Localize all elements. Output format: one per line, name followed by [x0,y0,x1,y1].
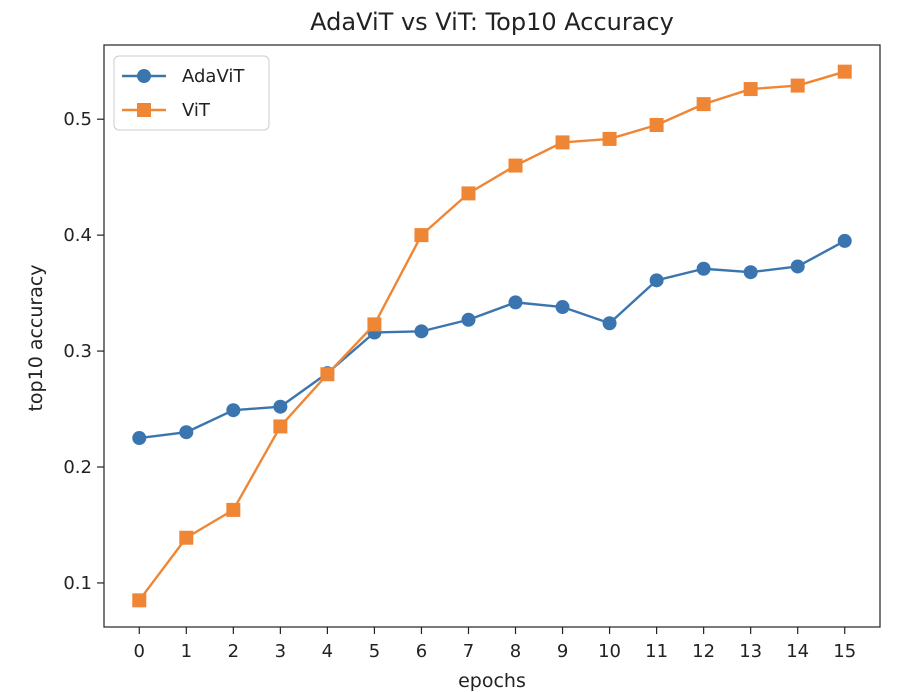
legend-marker-vit [137,103,151,117]
data-point-vit [837,64,852,79]
x-tick-label: 12 [692,641,715,662]
data-point-vit [649,117,664,132]
x-tick-label: 2 [228,641,239,662]
data-point-adavit [414,324,429,339]
data-point-adavit [226,403,241,418]
data-point-adavit [837,233,852,248]
legend-item-vit: ViT [122,100,211,121]
data-point-vit [790,78,805,93]
x-tick-label: 13 [739,641,762,662]
legend-item-adavit: AdaViT [122,66,245,87]
x-tick-label: 14 [786,641,809,662]
data-point-vit [743,82,758,97]
data-point-vit [414,228,429,243]
data-point-adavit [179,425,194,440]
x-tick-label: 11 [645,641,668,662]
data-point-adavit [461,312,476,327]
data-point-vit [696,97,711,112]
x-tick-label: 10 [598,641,621,662]
y-tick-label: 0.2 [63,457,92,478]
chart-title: AdaViT vs ViT: Top10 Accuracy [310,8,674,36]
data-point-vit [132,593,147,608]
plot-area: 0.10.20.30.40.50 1 2 3 4 5 6 7 8 9 10 11 12 13 14 15Ada… [63,44,881,662]
data-point-adavit [602,316,617,331]
y-axis-label: top10 accuracy [25,264,47,411]
legend-label-adavit: AdaViT [182,66,245,87]
data-point-vit [226,502,241,517]
data-point-adavit [508,295,523,310]
data-point-vit [367,317,382,332]
data-point-adavit [696,261,711,276]
x-tick-label: 6 [416,641,427,662]
legend-marker-adavit [137,69,151,83]
data-point-adavit [555,300,570,315]
series-line-vit [138,70,846,602]
data-point-adavit [273,399,288,414]
x-tick-label: 4 [322,641,333,662]
data-point-vit [461,186,476,201]
y-tick-label: 0.1 [63,573,92,594]
x-tick-label: 5 [369,641,380,662]
series-line-adavit [139,239,846,440]
data-point-adavit [132,431,147,446]
x-tick-label: 9 [557,641,568,662]
legend: AdaViT ViT [113,55,270,131]
legend-label-vit: ViT [182,100,211,121]
data-point-vit [555,135,570,150]
data-point-adavit [649,273,664,288]
x-tick-label: 1 [181,641,192,662]
y-tick-label: 0.5 [63,109,92,130]
x-axis-label: epochs [458,670,526,692]
data-point-vit [602,131,617,146]
legend-box [113,55,270,131]
x-tick-label: 15 [833,641,856,662]
x-tick-label: 7 [463,641,474,662]
x-tick-label: 8 [510,641,521,662]
x-tick-label: 3 [275,641,286,662]
y-tick-label: 0.3 [63,341,92,362]
data-point-adavit [743,265,758,280]
y-tick-label: 0.4 [63,225,92,246]
data-point-vit [179,530,194,545]
plot-frame [103,44,881,628]
data-point-vit [320,367,335,382]
x-tick-label: 0 [134,641,145,662]
data-point-adavit [790,259,805,274]
data-point-vit [508,158,523,173]
data-point-vit [273,419,288,434]
